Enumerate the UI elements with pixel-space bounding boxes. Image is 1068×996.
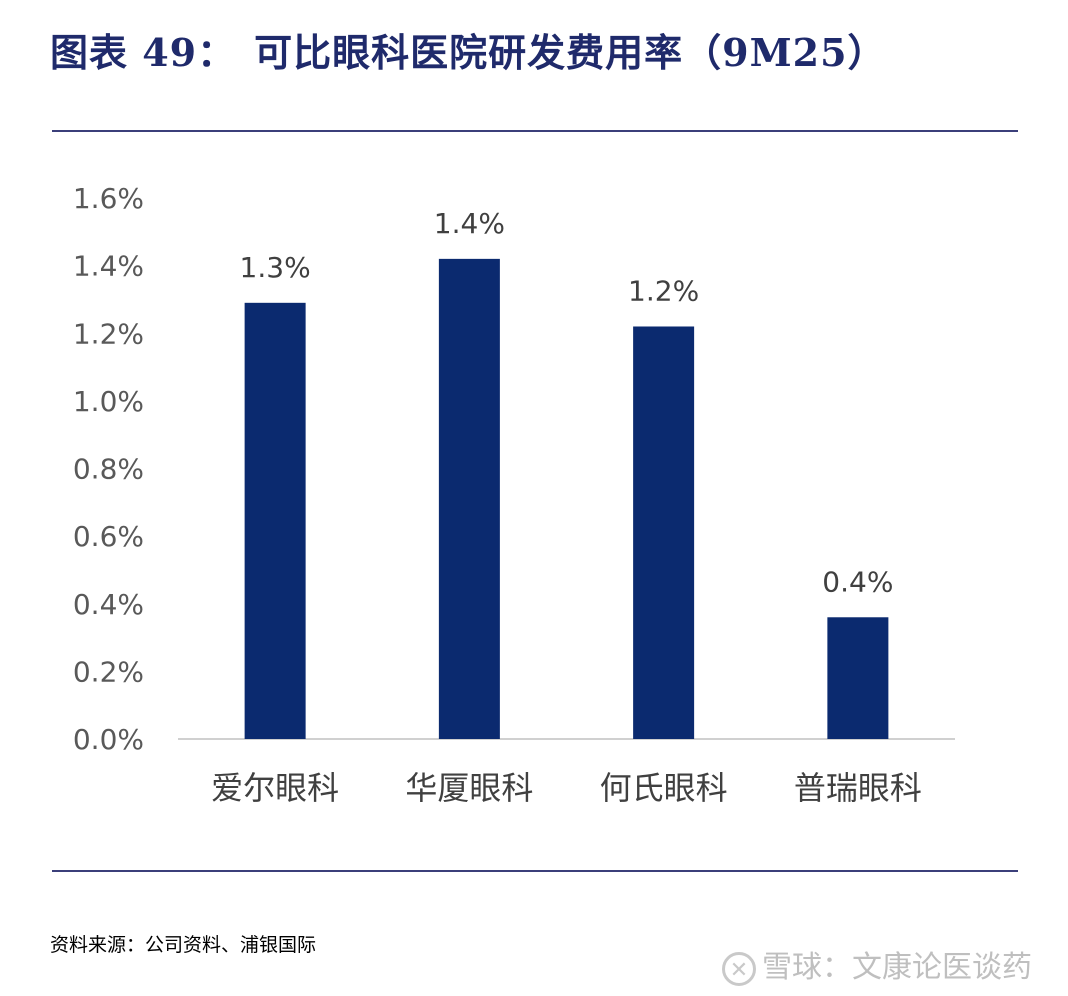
top-divider <box>52 130 1018 132</box>
data-label: 1.4% <box>434 207 505 240</box>
y-tick-label: 1.6% <box>73 182 144 215</box>
bar <box>244 302 306 739</box>
source-note: 资料来源：公司资料、浦银国际 <box>50 934 317 956</box>
bar <box>438 258 500 739</box>
figure-title-text: 可比眼科医院研发费用率（9M25） <box>254 30 887 75</box>
y-tick-label: 0.4% <box>73 588 144 621</box>
snowball-logo-icon: ✕ <box>722 951 756 986</box>
watermark: ✕ 雪球：文康论医谈药 <box>722 942 1032 986</box>
category-label: 爱尔眼科 <box>211 769 339 807</box>
category-label: 何氏眼科 <box>600 769 728 807</box>
category-label: 普瑞眼科 <box>794 769 922 807</box>
figure-title: 图表 49： 可比眼科医院研发费用率（9M25） <box>50 22 887 77</box>
bar <box>633 326 695 739</box>
y-tick-label: 0.8% <box>73 453 144 486</box>
y-tick-label: 0.2% <box>73 655 144 688</box>
bar <box>827 617 889 739</box>
data-label: 1.2% <box>628 274 699 307</box>
data-label: 1.3% <box>240 251 311 284</box>
data-label: 0.4% <box>822 565 893 598</box>
bottom-divider <box>52 870 1018 872</box>
category-label: 华厦眼科 <box>405 769 533 807</box>
y-tick-label: 0.0% <box>73 723 144 756</box>
y-tick-label: 1.2% <box>73 317 144 350</box>
y-tick-label: 0.6% <box>73 520 144 553</box>
y-tick-label: 1.4% <box>73 250 144 283</box>
figure-number: 图表 49： <box>50 30 237 75</box>
bar-chart: 0.0% 0.2% 0.4% 0.6% 0.8% 1.0% 1.2% 1.4% 1.6% 1.3%… <box>73 182 955 807</box>
y-tick-label: 1.0% <box>73 385 144 418</box>
watermark-text: 雪球：文康论医谈药 <box>762 950 1032 985</box>
